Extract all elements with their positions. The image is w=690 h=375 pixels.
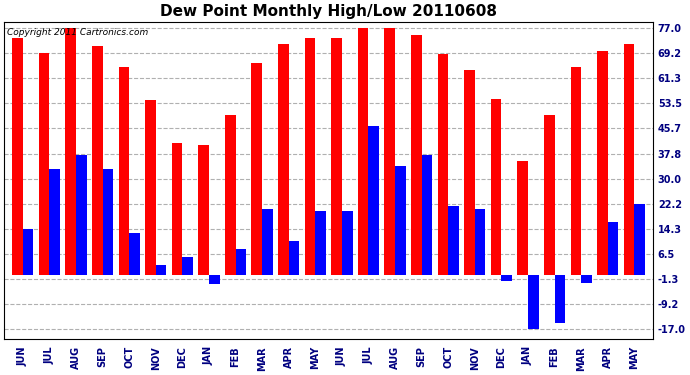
- Bar: [502, 274, 512, 281]
- Bar: [315, 210, 326, 274]
- Bar: [225, 114, 235, 274]
- Bar: [103, 169, 113, 274]
- Bar: [411, 34, 422, 274]
- Bar: [342, 210, 353, 274]
- Bar: [12, 38, 23, 274]
- Bar: [235, 249, 246, 274]
- Bar: [172, 143, 182, 274]
- Bar: [571, 66, 581, 274]
- Bar: [278, 44, 288, 274]
- Bar: [384, 28, 395, 274]
- Bar: [368, 126, 379, 274]
- Bar: [597, 51, 608, 274]
- Bar: [251, 63, 262, 274]
- Bar: [491, 99, 502, 274]
- Bar: [464, 70, 475, 274]
- Text: Copyright 2011 Cartronics.com: Copyright 2011 Cartronics.com: [8, 28, 148, 37]
- Bar: [624, 44, 634, 274]
- Bar: [437, 54, 448, 274]
- Bar: [518, 161, 528, 274]
- Bar: [634, 204, 645, 274]
- Bar: [39, 53, 50, 274]
- Bar: [23, 229, 33, 274]
- Bar: [129, 233, 140, 274]
- Bar: [156, 265, 166, 274]
- Bar: [305, 38, 315, 274]
- Bar: [198, 145, 209, 274]
- Bar: [182, 257, 193, 274]
- Bar: [395, 166, 406, 274]
- Bar: [581, 274, 592, 282]
- Bar: [92, 46, 103, 274]
- Bar: [528, 274, 539, 329]
- Title: Dew Point Monthly High/Low 20110608: Dew Point Monthly High/Low 20110608: [160, 4, 497, 19]
- Bar: [475, 209, 486, 274]
- Bar: [608, 222, 618, 274]
- Bar: [448, 206, 459, 274]
- Bar: [209, 274, 219, 284]
- Bar: [145, 100, 156, 274]
- Bar: [288, 241, 299, 274]
- Bar: [76, 154, 87, 274]
- Bar: [544, 114, 555, 274]
- Bar: [262, 209, 273, 274]
- Bar: [555, 274, 565, 322]
- Bar: [66, 28, 76, 274]
- Bar: [422, 154, 432, 274]
- Bar: [50, 169, 60, 274]
- Bar: [331, 38, 342, 274]
- Bar: [119, 66, 129, 274]
- Bar: [358, 28, 368, 274]
